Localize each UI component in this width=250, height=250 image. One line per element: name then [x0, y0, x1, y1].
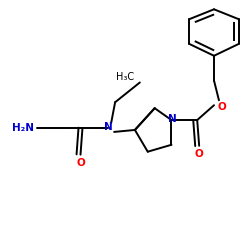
Text: O: O [195, 149, 203, 159]
Text: O: O [218, 102, 226, 112]
Text: N: N [168, 114, 177, 124]
Text: H₃C: H₃C [116, 72, 134, 82]
Text: N: N [104, 122, 112, 132]
Text: H₂N: H₂N [12, 123, 34, 133]
Text: O: O [76, 158, 85, 168]
